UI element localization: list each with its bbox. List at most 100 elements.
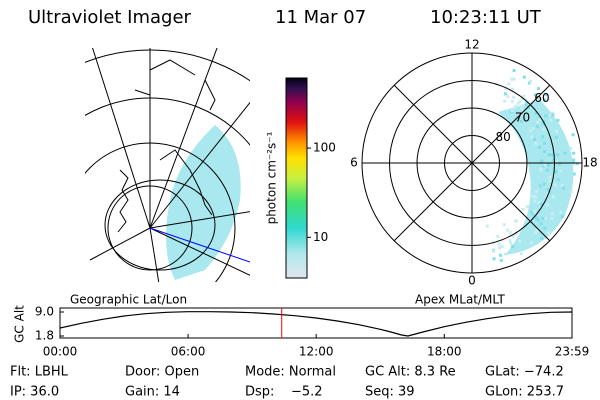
aurora-pixel: [514, 219, 518, 223]
aurora-pixel: [539, 159, 543, 163]
aurora-pixel: [519, 252, 523, 256]
aurora-pixel: [572, 158, 576, 162]
aurora-pixel: [543, 98, 547, 102]
aurora-pixel: [535, 229, 539, 233]
x-tick-label: 12:00: [299, 345, 334, 359]
footer-field: Flt: LBHL: [10, 365, 69, 380]
aurora-pixel: [536, 218, 540, 222]
aurora-pixel: [511, 87, 515, 91]
aurora-pixel: [575, 162, 579, 166]
polar-lat-label: 60: [534, 91, 549, 105]
colorbar-tick-label: 100: [313, 141, 336, 155]
aurora-pixel: [544, 195, 548, 199]
aurora-pixel: [511, 245, 515, 249]
aurora-pixel: [507, 82, 511, 86]
aurora-pixel: [532, 210, 536, 214]
aurora-pixel: [512, 69, 516, 73]
aurora-pixel: [551, 158, 555, 162]
aurora-pixel: [519, 119, 523, 123]
y-tick-label: 9.0: [35, 305, 54, 319]
aurora-pixel: [529, 241, 533, 245]
aurora-pixel: [521, 103, 525, 107]
aurora-pixel: [539, 222, 543, 226]
aurora-pixel: [529, 80, 533, 84]
aurora-pixel: [537, 201, 541, 205]
aurora-pixel: [525, 101, 529, 105]
aurora-pixel: [533, 199, 537, 203]
aurora-pixel: [541, 216, 545, 220]
aurora-pixel: [551, 153, 555, 157]
aurora-pixel: [525, 205, 529, 209]
aurora-pixel: [531, 194, 535, 198]
aurora-pixel: [508, 239, 512, 243]
aurora-pixel: [510, 109, 514, 113]
aurora-pixel: [541, 122, 545, 126]
aurora-pixel: [512, 95, 516, 99]
polar-mlt-label: 18: [582, 156, 597, 170]
footer-field: GC Alt: 8.3 Re: [365, 365, 456, 380]
aurora-pixel: [550, 111, 554, 115]
aurora-pixel: [503, 99, 507, 103]
polar-lat-label: 70: [515, 111, 530, 125]
time: 10:23:11 UT: [430, 7, 542, 28]
altitude-line: [59, 311, 573, 337]
aurora-pixel: [548, 179, 552, 183]
aurora-pixel: [548, 175, 552, 179]
aurora-pixel: [514, 231, 518, 235]
aurora-pixel: [556, 178, 560, 182]
aurora-pixel: [545, 168, 549, 172]
aurora-pixel: [531, 127, 535, 131]
aurora-pixel: [543, 141, 547, 145]
polar-grid: [498, 100, 574, 255]
aurora-pixel: [530, 135, 534, 139]
plot-frame: [59, 307, 573, 339]
aurora-pixel: [549, 118, 553, 122]
aurora-pixel: [520, 106, 524, 110]
aurora-pixel: [543, 226, 547, 230]
aurora-pixel: [499, 253, 503, 257]
polar-mlt-label: 12: [464, 38, 479, 52]
x-tick-label: 23:59: [555, 345, 590, 359]
aurora-pixel: [503, 92, 507, 96]
footer-field: GLon: 253.7: [485, 385, 564, 400]
aurora-pixel: [535, 125, 539, 129]
aurora-pixel: [542, 127, 546, 131]
aurora-pixel: [571, 133, 575, 137]
y-axis-label: GC Alt: [13, 305, 27, 343]
aurora-pixel: [554, 135, 558, 139]
aurora-pixel: [560, 184, 564, 188]
aurora-pixel: [546, 231, 550, 235]
colorbar: [285, 77, 308, 279]
aurora-pixel: [562, 186, 566, 190]
footer-field: Mode: Normal: [245, 365, 336, 380]
aurora-pixel: [508, 230, 512, 234]
aurora-pixel: [569, 190, 573, 194]
aurora-pixel: [554, 129, 558, 133]
aurora-pixel: [538, 184, 542, 188]
polar-label: Apex MLat/MLT: [415, 293, 505, 307]
colorbar-tick-label: 10: [313, 230, 328, 244]
aurora-pixel: [496, 234, 500, 238]
footer-field: Dsp: −5.2: [245, 385, 323, 400]
aurora-pixel: [554, 160, 558, 164]
aurora-pixel: [498, 246, 502, 250]
aurora-pixel: [552, 195, 556, 199]
aurora-pixel: [521, 96, 525, 100]
aurora-pixel: [548, 153, 552, 157]
x-tick-label: 18:00: [427, 345, 462, 359]
aurora-pixel: [505, 228, 509, 232]
aurora-pixel: [497, 242, 501, 246]
aurora-pixel: [542, 182, 546, 186]
aurora-pixel: [514, 104, 518, 108]
aurora-pixel: [524, 103, 528, 107]
aurora-pixel: [492, 249, 496, 253]
x-tick-label: 00:00: [43, 345, 78, 359]
map-label: Geographic Lat/Lon: [70, 293, 187, 307]
aurora-pixel: [554, 170, 558, 174]
aurora-pixel: [544, 114, 548, 118]
aurora-pixel: [532, 137, 536, 141]
colorbar-label: photon cm⁻²s⁻¹: [265, 131, 279, 224]
aurora-pixel: [534, 195, 538, 199]
aurora-pixel: [534, 111, 538, 115]
